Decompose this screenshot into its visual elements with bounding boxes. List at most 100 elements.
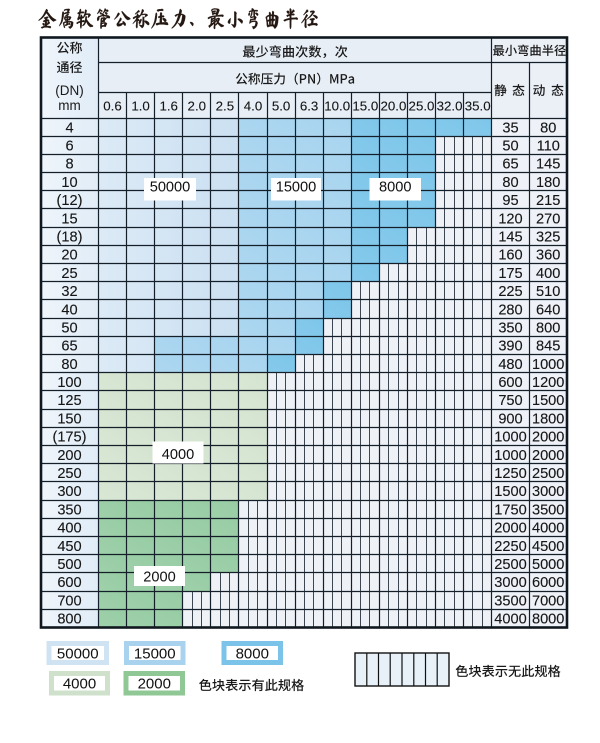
svg-text:50: 50 — [61, 321, 77, 337]
svg-text:215: 215 — [536, 193, 560, 209]
svg-text:5.0: 5.0 — [272, 98, 291, 113]
svg-text:225: 225 — [498, 284, 522, 300]
svg-text:1200: 1200 — [532, 375, 564, 391]
svg-text:1250: 1250 — [494, 466, 526, 482]
svg-text:120: 120 — [498, 211, 522, 227]
svg-text:1.6: 1.6 — [159, 98, 178, 113]
svg-text:6.3: 6.3 — [300, 98, 319, 113]
svg-text:750: 750 — [498, 393, 522, 409]
svg-text:150: 150 — [57, 411, 81, 427]
svg-text:(12): (12) — [57, 193, 83, 209]
svg-text:mm: mm — [58, 98, 81, 113]
svg-text:360: 360 — [536, 248, 560, 264]
svg-text:1750: 1750 — [494, 502, 526, 518]
svg-text:3000: 3000 — [494, 575, 526, 591]
svg-text:400: 400 — [536, 266, 560, 282]
svg-text:20.0: 20.0 — [380, 98, 406, 113]
svg-text:4.0: 4.0 — [244, 98, 263, 113]
svg-text:2500: 2500 — [532, 466, 564, 482]
svg-text:800: 800 — [57, 612, 81, 628]
svg-text:2000: 2000 — [494, 521, 526, 537]
svg-text:1000: 1000 — [494, 430, 526, 446]
svg-text:3000: 3000 — [532, 484, 564, 500]
svg-text:145: 145 — [536, 157, 560, 173]
svg-text:0.6: 0.6 — [103, 98, 122, 113]
svg-text:(DN): (DN) — [55, 83, 84, 98]
svg-text:900: 900 — [498, 411, 522, 427]
svg-text:35.0: 35.0 — [465, 98, 491, 113]
svg-text:1500: 1500 — [532, 393, 564, 409]
svg-text:8000: 8000 — [236, 645, 269, 662]
svg-text:15: 15 — [61, 211, 77, 227]
svg-text:6000: 6000 — [532, 575, 564, 591]
svg-text:10.0: 10.0 — [324, 98, 350, 113]
svg-text:2500: 2500 — [494, 557, 526, 573]
svg-text:25.0: 25.0 — [409, 98, 435, 113]
svg-text:32: 32 — [61, 284, 77, 300]
svg-text:400: 400 — [57, 521, 81, 537]
svg-text:8000: 8000 — [532, 612, 564, 628]
svg-text:25: 25 — [61, 266, 77, 282]
svg-text:95: 95 — [502, 193, 518, 209]
svg-text:3500: 3500 — [494, 593, 526, 609]
svg-text:390: 390 — [498, 339, 522, 355]
svg-text:300: 300 — [57, 484, 81, 500]
svg-text:175: 175 — [498, 266, 522, 282]
svg-text:160: 160 — [498, 248, 522, 264]
svg-text:10: 10 — [61, 175, 77, 191]
svg-text:1000: 1000 — [494, 448, 526, 464]
svg-text:1800: 1800 — [532, 411, 564, 427]
svg-text:50000: 50000 — [57, 645, 99, 662]
svg-text:40: 40 — [61, 302, 77, 318]
svg-text:50000: 50000 — [150, 180, 191, 196]
svg-text:700: 700 — [57, 593, 81, 609]
svg-text:500: 500 — [57, 557, 81, 573]
svg-text:600: 600 — [57, 575, 81, 591]
svg-text:65: 65 — [502, 157, 518, 173]
svg-text:200: 200 — [57, 448, 81, 464]
svg-text:80: 80 — [540, 120, 556, 136]
svg-text:2000: 2000 — [532, 430, 564, 446]
svg-text:5000: 5000 — [532, 557, 564, 573]
svg-text:15000: 15000 — [276, 180, 317, 196]
svg-text:800: 800 — [536, 321, 560, 337]
svg-text:350: 350 — [498, 321, 522, 337]
svg-text:6: 6 — [65, 139, 73, 155]
svg-text:20: 20 — [61, 248, 77, 264]
svg-text:145: 145 — [498, 230, 522, 246]
svg-text:270: 270 — [536, 211, 560, 227]
svg-text:4000: 4000 — [494, 612, 526, 628]
svg-text:2000: 2000 — [143, 570, 175, 586]
svg-text:80: 80 — [61, 357, 77, 373]
svg-text:100: 100 — [57, 375, 81, 391]
svg-text:8000: 8000 — [379, 180, 411, 196]
svg-text:(175): (175) — [52, 430, 86, 446]
svg-text:510: 510 — [536, 284, 560, 300]
svg-text:32.0: 32.0 — [437, 98, 463, 113]
svg-text:180: 180 — [536, 175, 560, 191]
svg-text:125: 125 — [57, 393, 81, 409]
svg-text:640: 640 — [536, 302, 560, 318]
svg-text:1.0: 1.0 — [131, 98, 150, 113]
svg-text:2000: 2000 — [138, 676, 171, 693]
svg-text:2000: 2000 — [532, 448, 564, 464]
svg-text:4: 4 — [65, 120, 73, 136]
svg-text:7000: 7000 — [532, 593, 564, 609]
svg-text:325: 325 — [536, 230, 560, 246]
svg-text:2250: 2250 — [494, 539, 526, 555]
svg-text:15000: 15000 — [134, 645, 176, 662]
svg-text:250: 250 — [57, 466, 81, 482]
svg-text:15.0: 15.0 — [352, 98, 378, 113]
svg-text:845: 845 — [536, 339, 560, 355]
svg-text:1500: 1500 — [494, 484, 526, 500]
svg-text:4000: 4000 — [63, 676, 96, 693]
svg-text:35: 35 — [502, 120, 518, 136]
svg-text:(18): (18) — [57, 230, 83, 246]
svg-text:65: 65 — [61, 339, 77, 355]
svg-text:600: 600 — [498, 375, 522, 391]
svg-text:350: 350 — [57, 502, 81, 518]
svg-text:4000: 4000 — [532, 521, 564, 537]
svg-text:4500: 4500 — [532, 539, 564, 555]
svg-text:110: 110 — [537, 139, 560, 155]
svg-text:4000: 4000 — [162, 447, 194, 463]
